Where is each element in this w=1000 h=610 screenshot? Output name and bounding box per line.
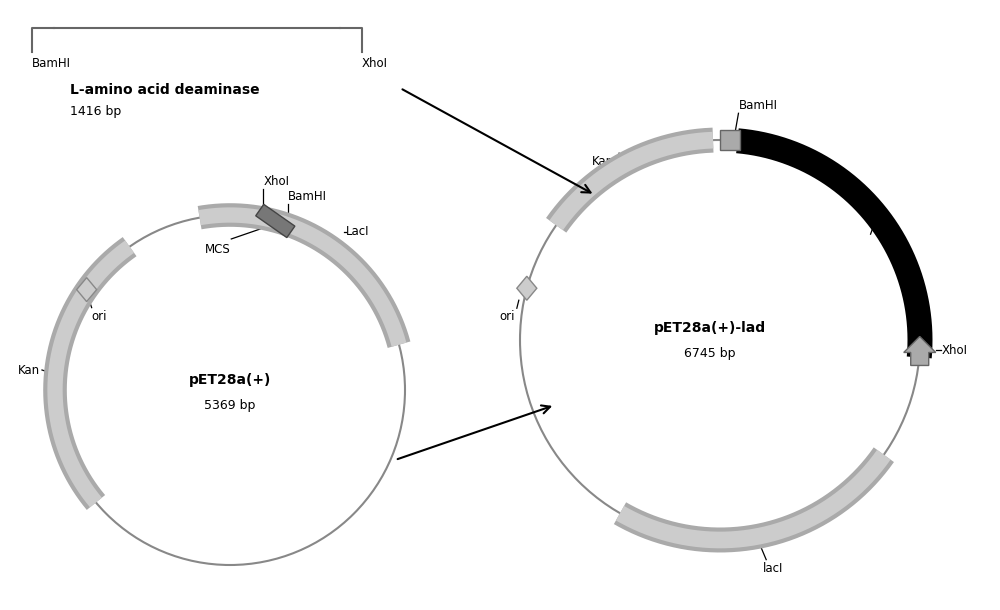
Text: XhoI: XhoI — [362, 57, 388, 70]
Text: ori: ori — [92, 310, 107, 323]
Text: L-amino acid deaminase: L-amino acid deaminase — [70, 83, 260, 97]
Text: pET28a(+)-lad: pET28a(+)-lad — [654, 321, 766, 335]
Text: Kan: Kan — [18, 364, 40, 376]
Text: BamHI: BamHI — [288, 190, 327, 203]
Text: Kan: Kan — [592, 155, 614, 168]
Text: BamHI: BamHI — [32, 57, 71, 70]
Polygon shape — [904, 337, 936, 365]
Text: BamHI: BamHI — [738, 99, 777, 112]
Polygon shape — [720, 131, 740, 150]
Text: 5369 bp: 5369 bp — [204, 398, 256, 412]
Text: ori: ori — [499, 310, 515, 323]
Text: LacI: LacI — [346, 226, 369, 239]
Text: MCS: MCS — [205, 243, 230, 256]
Text: lacI: lacI — [763, 562, 784, 575]
Polygon shape — [77, 278, 97, 301]
Text: XhoI: XhoI — [263, 175, 289, 188]
Text: 6745 bp: 6745 bp — [684, 348, 736, 361]
FancyBboxPatch shape — [256, 204, 295, 237]
Text: 1416 bp: 1416 bp — [70, 106, 121, 118]
Polygon shape — [517, 276, 537, 300]
Text: pET28a(+): pET28a(+) — [189, 373, 271, 387]
Text: lad: lad — [878, 226, 896, 239]
Text: XhoI: XhoI — [942, 344, 968, 357]
